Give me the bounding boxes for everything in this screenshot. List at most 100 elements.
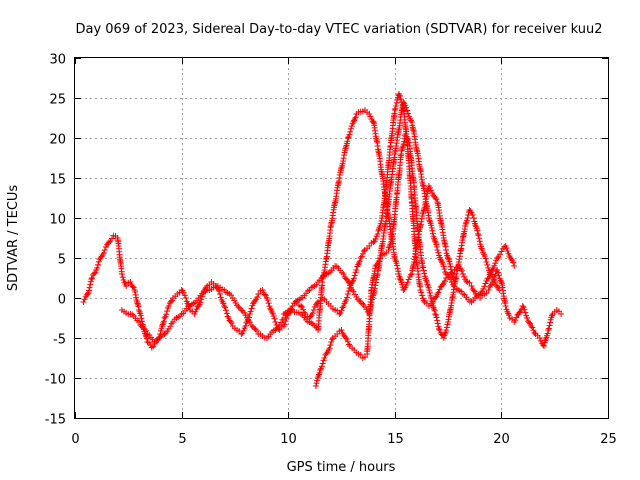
data-point-interp bbox=[404, 279, 411, 286]
data-point-interp bbox=[436, 286, 443, 293]
data-point-interp bbox=[222, 307, 229, 314]
data-point-interp bbox=[392, 256, 399, 263]
data-point bbox=[344, 291, 351, 297]
data-point-interp bbox=[482, 255, 489, 262]
data-point-interp bbox=[240, 327, 247, 334]
data-point-interp bbox=[498, 248, 505, 255]
data-point-interp bbox=[220, 300, 227, 307]
data-point-interp bbox=[350, 288, 357, 295]
data-point-interp bbox=[192, 308, 199, 315]
data-point bbox=[106, 239, 113, 245]
data-point-interp bbox=[87, 281, 94, 288]
data-point-interp bbox=[94, 265, 101, 272]
data-point-interp bbox=[490, 276, 497, 283]
data-point-interp bbox=[247, 308, 254, 315]
data-point bbox=[272, 319, 279, 325]
y-tick-label: -10 bbox=[45, 373, 66, 388]
data-point-interp bbox=[432, 238, 439, 245]
data-point-interp bbox=[100, 250, 107, 257]
data-point-interp bbox=[266, 303, 273, 310]
data-point-interp bbox=[95, 258, 102, 265]
data-point-interp bbox=[450, 281, 457, 288]
data-point-interp bbox=[107, 238, 114, 245]
data-point-interp bbox=[345, 288, 352, 295]
data-point bbox=[474, 231, 481, 237]
data-point bbox=[442, 271, 449, 277]
data-point-interp bbox=[87, 278, 94, 285]
data-point bbox=[523, 315, 530, 321]
data-point-interp bbox=[480, 285, 487, 292]
data-point bbox=[195, 303, 202, 309]
data-point-interp bbox=[351, 272, 358, 279]
data-point-interp bbox=[147, 342, 154, 349]
data-point-interp bbox=[248, 305, 255, 312]
data-point bbox=[528, 323, 535, 329]
data-point bbox=[342, 335, 349, 341]
y-tick-label: -5 bbox=[53, 333, 66, 348]
data-point-interp bbox=[231, 297, 238, 304]
data-point-interp bbox=[426, 289, 433, 296]
data-point-interp bbox=[420, 267, 427, 274]
data-point-interp bbox=[313, 380, 320, 387]
data-point bbox=[357, 299, 364, 305]
data-point bbox=[460, 271, 467, 277]
data-point-interp bbox=[372, 235, 379, 242]
data-point-interp bbox=[361, 354, 368, 361]
data-point bbox=[182, 295, 189, 301]
data-point-interp bbox=[474, 227, 481, 234]
data-point-interp bbox=[397, 96, 404, 103]
tick-labels: -15 -10 -5 0 5 10 15 20 25 30 0 5 10 15 20 25 bbox=[45, 53, 617, 448]
data-point bbox=[135, 319, 142, 325]
data-point-interp bbox=[318, 363, 325, 370]
data-point-interp bbox=[245, 317, 252, 324]
data-point-interp bbox=[328, 338, 335, 345]
data-point bbox=[259, 287, 266, 293]
data-point-interp bbox=[497, 277, 504, 284]
data-point-interp bbox=[445, 255, 452, 262]
data-point-interp bbox=[405, 139, 412, 146]
data-point bbox=[321, 355, 328, 361]
data-point-interp bbox=[137, 312, 144, 319]
y-tick-label: 10 bbox=[49, 213, 66, 228]
data-point-interp bbox=[428, 187, 435, 194]
data-point-interp bbox=[88, 276, 95, 283]
data-point-interp bbox=[162, 313, 169, 320]
data-point-interp bbox=[197, 299, 204, 306]
data-point-interp bbox=[394, 265, 401, 272]
data-point-interp bbox=[143, 327, 150, 334]
data-point-interp bbox=[301, 309, 308, 316]
data-point-interp bbox=[334, 307, 341, 314]
data-point bbox=[118, 271, 125, 277]
data-point bbox=[370, 239, 377, 245]
data-point-interp bbox=[224, 313, 231, 320]
data-point bbox=[101, 247, 108, 253]
data-point-interp bbox=[434, 317, 441, 324]
data-point-interp bbox=[545, 325, 552, 332]
data-point bbox=[353, 267, 360, 273]
y-tick-label: 0 bbox=[58, 293, 66, 308]
data-point-interp bbox=[506, 312, 513, 319]
data-point bbox=[400, 99, 407, 105]
data-point-interp bbox=[547, 319, 554, 326]
data-point-interp bbox=[404, 107, 411, 114]
data-point-interp bbox=[433, 314, 440, 321]
data-point-interp bbox=[91, 270, 98, 277]
data-point bbox=[317, 367, 324, 373]
data-point-interp bbox=[242, 312, 249, 319]
data-point bbox=[442, 247, 449, 253]
data-point-interp bbox=[544, 330, 551, 337]
data-point-interp bbox=[344, 338, 351, 345]
data-point-interp bbox=[253, 327, 260, 334]
data-point-interp bbox=[357, 351, 364, 358]
data-point-interp bbox=[163, 311, 170, 318]
data-point-interp bbox=[426, 184, 433, 191]
data-point-interp bbox=[392, 105, 399, 112]
data-point-interp bbox=[510, 259, 517, 266]
data-point-interp bbox=[495, 272, 502, 279]
data-point-interp bbox=[397, 276, 404, 283]
data-point-interp bbox=[426, 287, 433, 294]
data-point-interp bbox=[309, 310, 316, 317]
data-point-interp bbox=[137, 322, 144, 329]
data-point-interp bbox=[435, 249, 442, 256]
data-point-interp bbox=[438, 331, 445, 338]
